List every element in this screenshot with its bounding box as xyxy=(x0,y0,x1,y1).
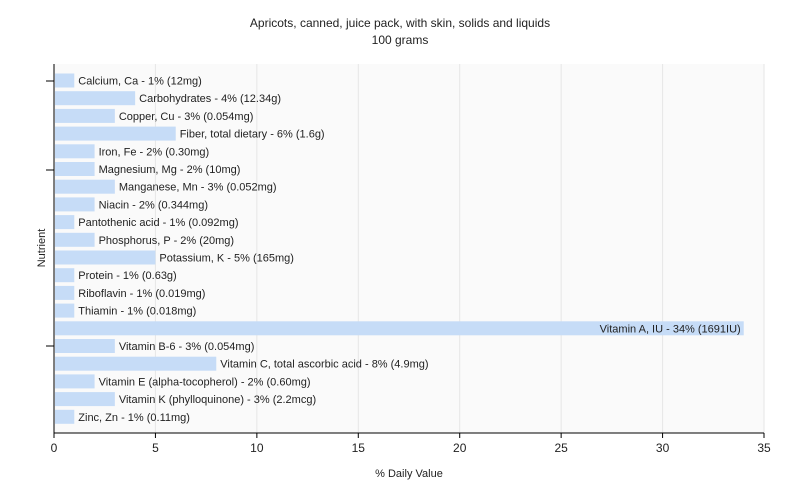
y-axis-title: Nutrient xyxy=(36,229,48,268)
bar-label-10: Potassium, K - 5% (165mg) xyxy=(159,253,294,265)
bar-1 xyxy=(55,91,136,106)
bar-label-2: Copper, Cu - 3% (0.054mg) xyxy=(119,111,254,123)
bar-16 xyxy=(55,356,217,371)
bar-0 xyxy=(55,73,75,88)
bar-label-14: Vitamin A, IU - 34% (1691IU) xyxy=(600,323,741,335)
bar-15 xyxy=(55,339,115,353)
bar-label-13: Thiamin - 1% (0.018mg) xyxy=(78,306,196,318)
bar-12 xyxy=(55,285,75,300)
bar-label-0: Calcium, Ca - 1% (12mg) xyxy=(78,76,201,88)
x-tick-label-4: 20 xyxy=(453,441,467,455)
bar-label-11: Protein - 1% (0.63g) xyxy=(78,270,176,282)
bar-label-4: Iron, Fe - 2% (0.30mg) xyxy=(99,146,210,158)
bar-label-15: Vitamin B-6 - 3% (0.054mg) xyxy=(119,341,255,353)
grid-lines xyxy=(154,64,765,433)
chart-title: Apricots, canned, juice pack, with skin,… xyxy=(250,16,550,30)
bar-label-12: Riboflavin - 1% (0.019mg) xyxy=(78,288,205,300)
x-tick-label-3: 15 xyxy=(352,441,366,455)
bar-13 xyxy=(55,303,75,318)
bar-9 xyxy=(55,232,95,247)
x-axis-title: % Daily Value xyxy=(375,468,443,480)
x-tick-label-7: 35 xyxy=(757,441,771,455)
bar-7 xyxy=(55,197,95,212)
bar-label-7: Niacin - 2% (0.344mg) xyxy=(99,199,208,211)
x-tick-label-1: 5 xyxy=(152,441,159,455)
bar-label-16: Vitamin C, total ascorbic acid - 8% (4.9… xyxy=(220,359,428,371)
chart-subtitle: 100 grams xyxy=(372,33,429,47)
x-axis-ticks: 0 5 10 15 20 25 30 35 xyxy=(51,433,771,455)
bar-8 xyxy=(55,215,75,230)
bar-label-1: Carbohydrates - 4% (12.34g) xyxy=(139,93,281,105)
bar-18 xyxy=(55,392,115,407)
bars xyxy=(55,73,744,424)
plot-area xyxy=(54,64,764,433)
bar-label-9: Phosphorus, P - 2% (20mg) xyxy=(99,235,235,247)
bar-label-6: Manganese, Mn - 3% (0.052mg) xyxy=(119,182,277,194)
bar-label-19: Zinc, Zn - 1% (0.11mg) xyxy=(78,412,190,424)
bar-5 xyxy=(55,162,95,176)
bar-3 xyxy=(55,126,176,141)
bar-10 xyxy=(55,250,156,265)
bar-11 xyxy=(55,268,75,283)
bar-2 xyxy=(55,108,115,123)
x-tick-label-6: 30 xyxy=(656,441,670,455)
bar-19 xyxy=(55,409,75,424)
bar-label-5: Magnesium, Mg - 2% (10mg) xyxy=(99,164,241,176)
x-tick-label-0: 0 xyxy=(51,441,58,455)
bar-label-8: Pantothenic acid - 1% (0.092mg) xyxy=(78,217,238,229)
bar-label-3: Fiber, total dietary - 6% (1.6g) xyxy=(180,129,325,141)
bar-17 xyxy=(55,374,95,389)
bar-label-18: Vitamin K (phylloquinone) - 3% (2.2mcg) xyxy=(119,394,316,406)
bar-6 xyxy=(55,179,115,194)
x-tick-label-5: 25 xyxy=(554,441,568,455)
bar-4 xyxy=(55,144,95,159)
bar-labels: Calcium, Ca - 1% (12mg) Carbohydrates - 4… xyxy=(78,76,740,424)
x-tick-label-2: 10 xyxy=(250,441,264,455)
bar-14 xyxy=(55,321,744,336)
y-axis-ticks xyxy=(46,80,54,347)
bar-label-17: Vitamin E (alpha-tocopherol) - 2% (0.60m… xyxy=(99,376,311,388)
